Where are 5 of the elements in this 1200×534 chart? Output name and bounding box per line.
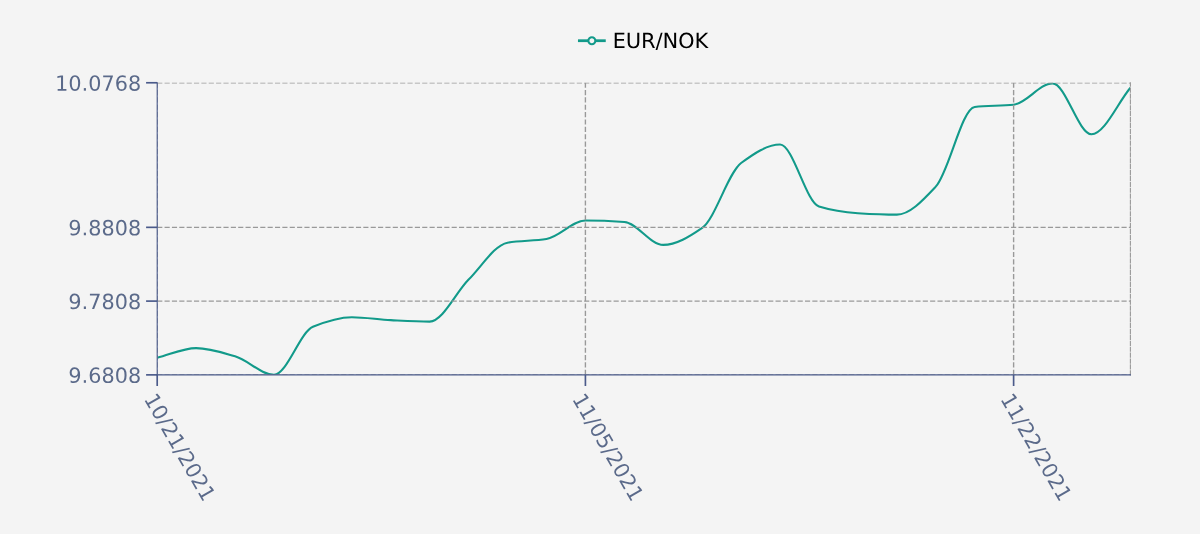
y-tick-label: 9.7808 <box>69 293 140 310</box>
y-tick-label: 10.0768 <box>57 75 140 91</box>
y-tick-label: 9.8808 <box>69 219 140 236</box>
legend-label: EUR/NOK <box>614 32 709 50</box>
y-tick-label: 9.6808 <box>69 367 140 384</box>
